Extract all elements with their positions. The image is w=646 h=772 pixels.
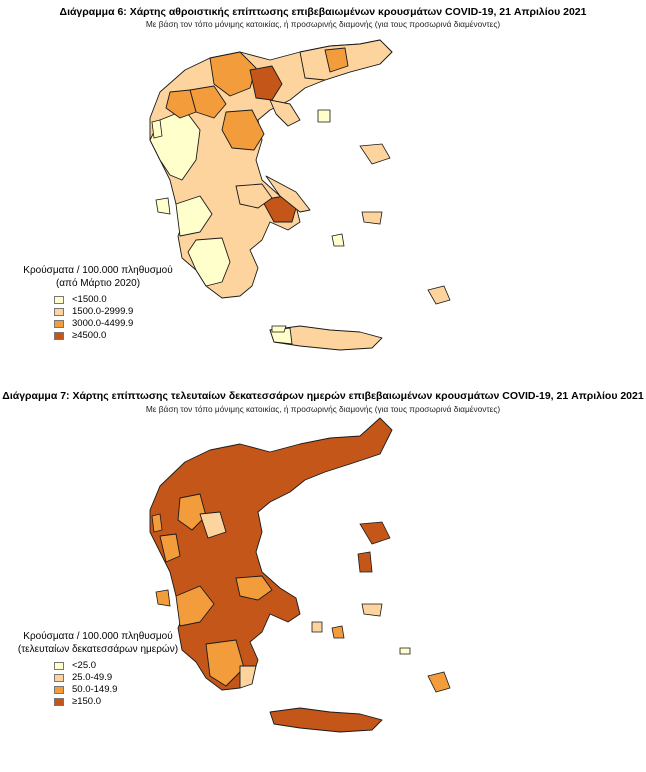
legend-swatch — [54, 296, 64, 304]
island-cyclades — [311, 621, 323, 633]
legend-item: 3000.0-4499.9 — [54, 318, 188, 330]
region-xanthi — [324, 47, 349, 73]
island-kefalonia — [155, 589, 171, 607]
legend-label: ≥4500.0 — [72, 330, 107, 341]
island-lesvos — [359, 521, 391, 545]
island-kefalonia — [155, 197, 171, 215]
island-rhodes — [427, 671, 451, 693]
legend-subtitle: (τελευταίων δεκατεσσάρων ημερών) — [17, 644, 179, 655]
legend-label: <25.0 — [72, 660, 97, 671]
map-title: Διάγραμμα 7: Χάρτης επίπτωσης τελευταίων… — [2, 390, 644, 402]
region-aetolia — [175, 195, 213, 237]
legend-swatch — [54, 332, 64, 340]
region-crete — [269, 707, 383, 733]
island-corfu — [151, 119, 163, 139]
region-kastoria — [165, 89, 197, 119]
legend-item: 25.0-49.9 — [54, 672, 188, 684]
region-peloponnese-south — [205, 639, 245, 687]
greece-choropleth-map — [149, 39, 451, 351]
region-boeotia — [235, 183, 273, 209]
island-chios — [357, 551, 373, 573]
legend-title: Κρούσματα / 100.000 πληθυσμού — [23, 631, 173, 642]
region-peloponnese-west — [187, 237, 231, 287]
legend-swatch — [54, 674, 64, 682]
island-rhodes — [427, 285, 451, 305]
legend-label: 3000.0-4499.9 — [72, 318, 134, 329]
region-epirus-south — [177, 493, 207, 531]
island-limnos — [317, 109, 331, 123]
map-panel-14day: Διάγραμμα 7: Χάρτης επίπτωσης τελευταίων… — [0, 386, 646, 772]
legend-item: <25.0 — [54, 660, 188, 672]
island-kos — [399, 647, 411, 655]
legend-label: <1500.0 — [72, 294, 107, 305]
region-thessaloniki — [249, 65, 283, 101]
island-naxos — [331, 233, 345, 247]
legend-label: ≥150.0 — [72, 696, 101, 707]
island-naxos — [331, 625, 345, 639]
region-epirus — [149, 109, 201, 181]
map-legend: Κρούσματα / 100.000 πληθυσμού (από Μάρτι… — [8, 264, 188, 342]
legend-label: 25.0-49.9 — [72, 672, 113, 683]
region-aetolia — [175, 585, 215, 627]
region-laconia — [239, 665, 257, 689]
legend-label: 1500.0-2999.9 — [72, 306, 134, 317]
region-boeotia — [235, 575, 273, 601]
map-legend: Κρούσματα / 100.000 πληθυσμού (τελευταίω… — [8, 630, 188, 708]
island-samos — [361, 211, 383, 225]
legend-item: ≥150.0 — [54, 696, 188, 708]
region-central-macedonia — [209, 51, 257, 97]
legend-item: 1500.0-2999.9 — [54, 306, 188, 318]
region-trikala — [199, 511, 227, 539]
region-base — [149, 417, 393, 691]
region-crete — [269, 325, 383, 351]
island-corfu — [151, 513, 163, 533]
map-subtitle: Με βάση τον τόπο μόνιμης κατοικίας, ή πρ… — [145, 19, 501, 29]
legend-item: ≥4500.0 — [54, 330, 188, 342]
legend-label: 50.0-149.9 — [72, 684, 118, 695]
island-samos — [361, 603, 383, 617]
region-chalkidiki — [269, 99, 301, 127]
island-kythira — [271, 325, 287, 333]
legend-swatch — [54, 320, 64, 328]
legend-swatch — [54, 308, 64, 316]
legend-swatch — [54, 698, 64, 706]
island-lesvos — [359, 143, 391, 165]
region-larissa — [221, 109, 265, 151]
map-panel-cumulative: Διάγραμμα 6: Χάρτης αθροιστικής επίπτωση… — [0, 0, 646, 380]
legend-swatch — [54, 662, 64, 670]
legend-subtitle: (από Μάρτιο 2020) — [55, 278, 141, 289]
legend-item: <1500.0 — [54, 294, 188, 306]
map-subtitle: Με βάση τον τόπο μόνιμης κατοικίας, ή πρ… — [145, 404, 501, 414]
legend-swatch — [54, 686, 64, 694]
greece-choropleth-map — [149, 417, 451, 733]
legend-item: 50.0-149.9 — [54, 684, 188, 696]
legend-title: Κρούσματα / 100.000 πληθυσμού — [23, 265, 173, 276]
map-title: Διάγραμμα 6: Χάρτης αθροιστικής επίπτωση… — [59, 6, 587, 18]
region-thesprotia — [159, 533, 181, 563]
region-evia — [265, 175, 311, 213]
